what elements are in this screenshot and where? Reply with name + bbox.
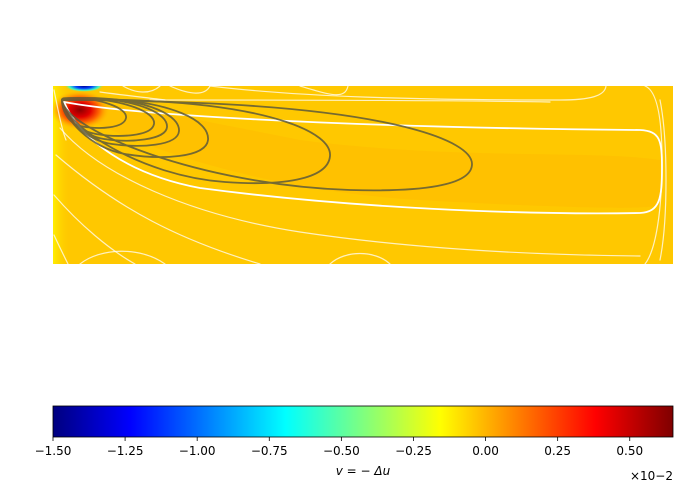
positive-peak bbox=[53, 90, 110, 130]
white-contour bbox=[55, 154, 261, 264]
field-background bbox=[53, 86, 673, 264]
white-contour bbox=[53, 89, 67, 141]
colorbar-tick-label: −1.00 bbox=[179, 444, 216, 458]
negative-peak bbox=[64, 86, 104, 92]
dark-contour bbox=[61, 99, 473, 192]
colorbar-tick-label: −0.50 bbox=[323, 444, 360, 458]
colorbar: −1.50 −1.25 −1.00 −0.75 −0.50 −0.25 0.00 0.25 0.… bbox=[35, 405, 674, 483]
white-contour bbox=[169, 86, 211, 94]
colorbar-offset-text: ×10−2 bbox=[630, 469, 673, 483]
field-panel bbox=[53, 86, 673, 264]
colorbar-tick-label: −0.25 bbox=[395, 444, 432, 458]
white-contour bbox=[659, 99, 667, 261]
colorbar-tick-label: 0.50 bbox=[616, 444, 643, 458]
lobe-shading bbox=[62, 100, 660, 208]
colorbar-tick-label: 0.00 bbox=[472, 444, 499, 458]
colorbar-ticks: −1.50 −1.25 −1.00 −0.75 −0.50 −0.25 0.00 0.25 0.… bbox=[35, 437, 643, 458]
white-contours bbox=[53, 86, 667, 264]
white-contour-main bbox=[62, 100, 663, 215]
white-contour bbox=[209, 86, 607, 101]
colorbar-tick-label: −1.50 bbox=[35, 444, 72, 458]
colorbar-tick-label: −1.25 bbox=[107, 444, 144, 458]
colorbar-tick-label: 0.25 bbox=[544, 444, 571, 458]
white-contour bbox=[299, 86, 349, 96]
white-contour bbox=[99, 91, 166, 101]
dark-contours bbox=[61, 97, 473, 192]
white-contour bbox=[149, 99, 551, 103]
white-contour bbox=[79, 250, 166, 264]
white-contour bbox=[53, 234, 69, 264]
white-contour bbox=[53, 194, 136, 264]
left-edge-shading bbox=[53, 86, 71, 264]
white-contour bbox=[59, 127, 641, 257]
white-contour bbox=[329, 253, 391, 264]
colorbar-frame bbox=[52, 405, 674, 438]
white-contour bbox=[644, 86, 663, 264]
white-contour bbox=[122, 86, 161, 93]
colorbar-label: v = − Δu bbox=[336, 464, 391, 478]
colorbar-gradient-strip bbox=[53, 406, 673, 437]
colorbar-tick-label: −0.75 bbox=[251, 444, 288, 458]
